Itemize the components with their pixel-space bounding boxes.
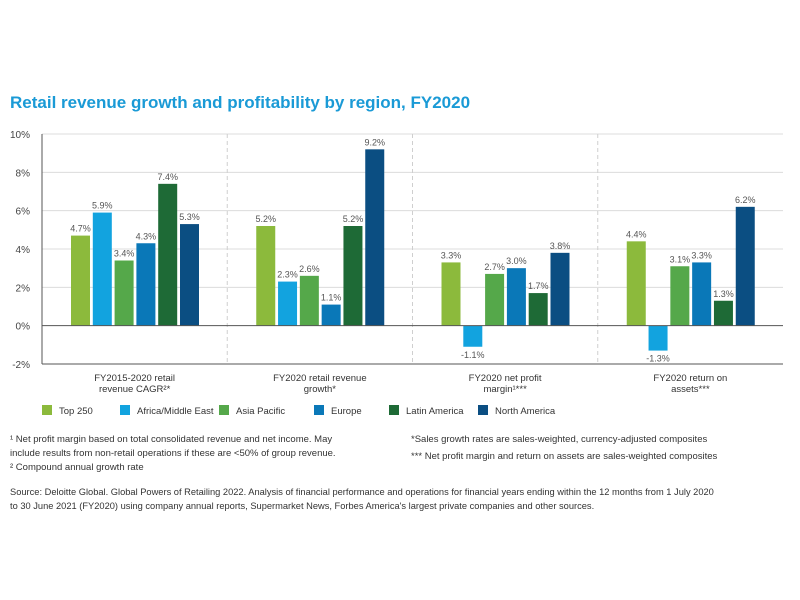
bar-latin-america — [343, 226, 363, 326]
data-label: 3.8% — [550, 241, 571, 251]
footnote-1: ¹ Net profit margin based on total conso… — [10, 433, 336, 461]
footnote-1-line-1: ¹ Net profit margin based on total conso… — [10, 434, 333, 445]
bar-asia-pacific — [485, 273, 505, 326]
y-tick-label: 6% — [16, 207, 31, 218]
legend-label: North America — [495, 406, 556, 417]
bar-north-america — [735, 206, 755, 326]
category-label: FY2020 return on — [653, 373, 727, 384]
data-label: 9.2% — [364, 137, 385, 147]
bar-top-250 — [71, 235, 90, 326]
data-label: 5.9% — [92, 201, 113, 211]
data-label: 3.3% — [441, 250, 462, 260]
category-label: FY2020 retail revenue — [273, 373, 366, 384]
legend-label: Africa/Middle East — [137, 406, 214, 417]
bar-latin-america — [158, 183, 178, 326]
bar-asia-pacific — [299, 275, 319, 326]
data-label: 3.3% — [691, 250, 712, 260]
bar-north-america — [365, 149, 385, 326]
bar-latin-america — [528, 293, 548, 326]
legend-label: Top 250 — [59, 406, 93, 417]
bar-europe — [321, 304, 341, 326]
bar-top-250 — [626, 241, 646, 326]
data-label: 2.6% — [299, 264, 320, 274]
bar-north-america — [180, 224, 199, 326]
category-label: revenue CAGR²* — [99, 384, 171, 395]
asterisk-note: *Sales growth rates are sales-weighted, … — [411, 434, 708, 445]
bar-latin-america — [713, 300, 733, 326]
source-note: Source: Deloitte Global. Global Powers o… — [10, 485, 714, 513]
data-label: 5.2% — [343, 214, 364, 224]
footnote-2: ² Compound annual growth rate — [10, 462, 144, 473]
legend-swatch — [42, 405, 52, 415]
legend-label: Asia Pacific — [236, 406, 285, 417]
legend-swatch — [314, 405, 324, 415]
bar-asia-pacific — [114, 260, 134, 326]
bar-asia-pacific — [670, 266, 690, 326]
bar-europe — [506, 268, 526, 326]
legend-swatch — [478, 405, 488, 415]
y-tick-label: 10% — [10, 130, 30, 141]
legend-label: Europe — [331, 406, 362, 417]
category-label: margin¹*** — [483, 384, 527, 395]
data-label: 2.7% — [484, 262, 505, 272]
bar-top-250 — [441, 262, 461, 326]
data-label: 1.7% — [528, 281, 549, 291]
data-label: 3.0% — [506, 256, 527, 266]
legend-label: Latin America — [406, 406, 464, 417]
data-label: 5.2% — [255, 214, 276, 224]
data-label: 7.4% — [157, 172, 178, 182]
legend-swatch — [120, 405, 130, 415]
bar-europe — [136, 243, 156, 326]
data-label: 5.3% — [179, 212, 200, 222]
bar-top-250 — [256, 226, 276, 326]
bar-africa-middle-east — [648, 325, 668, 351]
chart-title: Retail revenue growth and profitability … — [10, 93, 471, 112]
category-label: FY2015-2020 retail — [94, 373, 175, 384]
data-label: 3.1% — [670, 254, 691, 264]
bar-africa-middle-east — [463, 325, 483, 347]
y-tick-label: -2% — [12, 360, 30, 371]
bar-europe — [692, 262, 712, 326]
data-label: 1.3% — [713, 289, 734, 299]
data-label: 4.4% — [626, 229, 647, 239]
category-label: FY2020 net profit — [469, 373, 542, 384]
y-tick-label: 2% — [16, 283, 31, 294]
data-label: -1.3% — [646, 354, 670, 364]
category-label: growth* — [304, 384, 337, 395]
footnote-1-line-2: include results from non-retail operatio… — [10, 448, 336, 459]
data-label: 3.4% — [114, 249, 135, 259]
data-label: -1.1% — [461, 350, 485, 360]
bar-africa-middle-east — [278, 281, 298, 326]
category-label: assets*** — [671, 384, 710, 395]
data-label: 2.3% — [277, 270, 298, 280]
data-label: 4.3% — [136, 231, 157, 241]
bar-north-america — [550, 252, 570, 326]
source-line-1: Source: Deloitte Global. Global Powers o… — [10, 487, 714, 497]
y-tick-label: 0% — [16, 322, 31, 333]
legend-swatch — [389, 405, 399, 415]
triple-asterisk-note: *** Net profit margin and return on asse… — [411, 451, 718, 462]
y-tick-label: 4% — [16, 245, 31, 256]
data-label: 4.7% — [70, 224, 91, 234]
data-label: 1.1% — [321, 293, 342, 303]
y-tick-label: 8% — [16, 168, 31, 179]
data-label: 6.2% — [735, 195, 756, 205]
source-line-2: to 30 June 2021 (FY2020) using company a… — [10, 501, 595, 511]
legend-swatch — [219, 405, 229, 415]
bar-africa-middle-east — [92, 212, 112, 326]
